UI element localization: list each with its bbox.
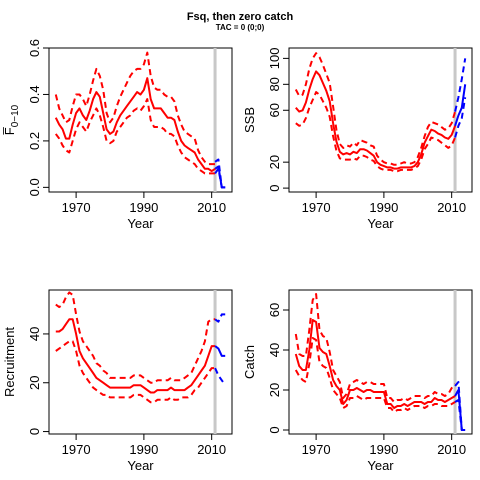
recruitment-projection-lower-line xyxy=(214,367,227,386)
panel-recruitment: 1970 1990 2010 0 20 40 Year Recruitment xyxy=(2,289,233,473)
ssb-y-tick-label: 20 xyxy=(267,155,282,169)
recruitment-y-axis-title-main: Recruitment xyxy=(2,327,17,397)
catch-y-tick-label: 0 xyxy=(267,426,282,433)
fbar-y-tick-label: 0.0 xyxy=(27,178,42,196)
catch-historic-median-line xyxy=(294,319,456,409)
ssb-x-tick-label: 2010 xyxy=(437,200,466,215)
fbar-x-tick-label: 1970 xyxy=(62,200,91,215)
ssb-projection-lower-line xyxy=(454,97,467,138)
fbar-projection-median-line xyxy=(214,165,226,189)
recruitment-historic-median-line xyxy=(55,318,216,394)
ssb-y-tick-label: 80 xyxy=(267,77,282,91)
ssb-historic-upper-line xyxy=(294,52,457,166)
ssb-y-tick-label: 100 xyxy=(267,48,282,70)
catch-y-tick-label: 40 xyxy=(267,343,282,357)
fbar-y-tick-label: 0.4 xyxy=(27,85,42,103)
catch-y-tick-label: 20 xyxy=(267,383,282,397)
fbar-plot-frame xyxy=(48,47,233,193)
ssb-projection-median-line xyxy=(454,84,467,127)
recruitment-historic-lower-line xyxy=(55,340,216,404)
ssb-y-tick-label: 60 xyxy=(267,103,282,117)
panel-fbar: 1970 1990 2010 0.0 0.2 0.4 0.6 Year F̅0−10 xyxy=(2,39,233,231)
figure-title: Fsq, then zero catch xyxy=(187,11,294,23)
recruitment-plot-frame xyxy=(48,289,233,435)
catch-y-axis-title: Catch xyxy=(242,345,257,379)
panel-ssb: 1970 1990 2010 0 20 60 80 100 Year SSB xyxy=(242,47,473,231)
fbar-y-axis-title: F̅0−10 xyxy=(2,104,21,135)
ssb-x-tick-label: 1990 xyxy=(369,200,398,215)
catch-historic-lower-line xyxy=(294,337,456,413)
ssb-projection-upper-line xyxy=(454,58,467,112)
recruitment-y-tick-label: 40 xyxy=(27,327,42,341)
ssb-y-axis-title: SSB xyxy=(242,107,257,133)
fbar-x-tick-label: 1990 xyxy=(129,200,158,215)
ssb-x-tick-label: 1970 xyxy=(302,200,331,215)
catch-projection-median-line xyxy=(454,389,466,431)
recruitment-x-axis-title: Year xyxy=(127,458,154,473)
fbar-y-axis-title-main: F̅ xyxy=(2,127,17,135)
recruitment-projection-upper-line xyxy=(214,313,226,323)
ssb-y-tick-label: 0 xyxy=(267,184,282,191)
recruitment-y-tick-label: 0 xyxy=(27,428,42,435)
recruitment-x-tick-label: 1970 xyxy=(62,442,91,457)
ssb-y-axis-title-main: SSB xyxy=(242,107,257,133)
recruitment-historic-upper-line xyxy=(55,291,216,384)
recruitment-x-tick-label: 2010 xyxy=(197,442,226,457)
recruitment-x-tick-label: 1990 xyxy=(129,442,158,457)
ssb-historic-lower-line xyxy=(295,91,457,173)
catch-x-axis-title: Year xyxy=(367,458,394,473)
fbar-historic-median-line xyxy=(54,77,216,173)
ssb-x-axis-title: Year xyxy=(367,216,394,231)
catch-plot-frame xyxy=(288,289,473,435)
catch-x-tick-label: 1990 xyxy=(369,442,398,457)
ssb-historic-median-line xyxy=(295,70,457,170)
fbar-historic-upper-line xyxy=(54,51,216,166)
fbar-y-axis-title-subscript: 0−10 xyxy=(10,104,21,127)
fbar-y-tick-label: 0.2 xyxy=(27,132,42,150)
panel-catch: 1970 1990 2010 0 20 40 60 Year Catch xyxy=(242,289,473,473)
fbar-x-axis-title: Year xyxy=(127,216,154,231)
catch-historic-upper-line xyxy=(294,293,456,403)
catch-y-axis-title-main: Catch xyxy=(242,345,257,379)
recruitment-y-tick-label: 20 xyxy=(27,376,42,390)
catch-x-tick-label: 1970 xyxy=(302,442,331,457)
catch-y-tick-label: 60 xyxy=(267,303,282,317)
recruitment-projection-median-line xyxy=(214,345,226,357)
recruitment-y-axis-title: Recruitment xyxy=(2,327,17,397)
fbar-historic-lower-line xyxy=(54,98,216,175)
ssb-plot-frame xyxy=(288,47,473,193)
figure-subtitle: TAC = 0 (0;0) xyxy=(216,23,265,32)
fbar-x-tick-label: 2010 xyxy=(197,200,226,215)
catch-x-tick-label: 2010 xyxy=(437,442,466,457)
fbar-y-tick-label: 0.6 xyxy=(27,39,42,57)
